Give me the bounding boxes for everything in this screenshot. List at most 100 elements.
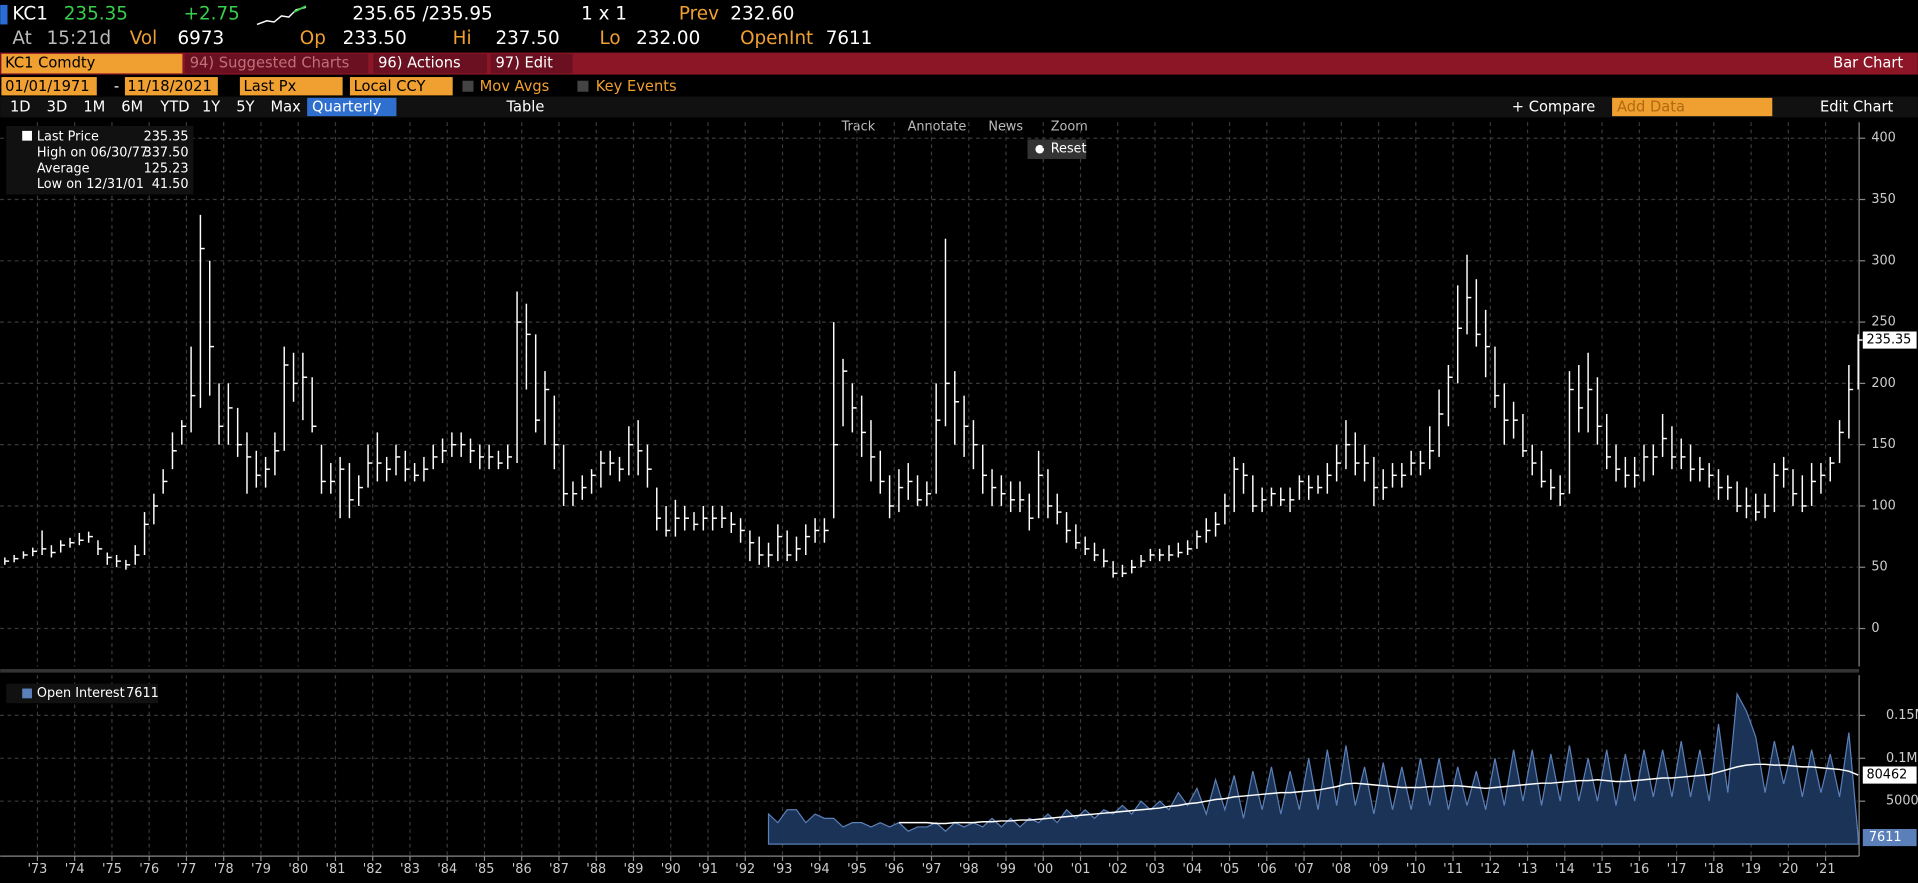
last-price-label: 235.35 (1866, 333, 1911, 348)
oi-area (767, 691, 1859, 845)
checkbox[interactable] (577, 80, 589, 92)
period-button[interactable]: 1D (10, 99, 31, 116)
oi-legend (6, 683, 158, 704)
end-box[interactable] (124, 77, 218, 96)
news[interactable]: News (988, 120, 1023, 135)
dash: - (114, 78, 119, 95)
legend-label: Low on 12/31/01 (37, 177, 144, 192)
period-button[interactable]: 3D (47, 99, 68, 116)
legend-swatch (22, 130, 32, 141)
y-tick-label: 0 (1871, 621, 1879, 636)
lo-label: Lo (599, 28, 620, 49)
period-button[interactable]: YTD (159, 99, 189, 116)
x-tick-label: '87 (549, 862, 569, 877)
x-tick-label: '05 (1220, 862, 1240, 877)
at-label: At (12, 28, 31, 49)
y-tick-label: 350 (1871, 192, 1896, 207)
oi-legend-label: Open Interest (37, 686, 125, 701)
chart-type: Bar Chart (1833, 55, 1903, 72)
x-tick-label: '15 (1592, 862, 1612, 877)
period-button[interactable]: 5Y (236, 99, 254, 116)
suggested-box[interactable] (184, 53, 369, 74)
currency[interactable]: Local CCY (354, 78, 426, 95)
bid-ask: 235.65 /235.95 (352, 4, 492, 25)
x-tick-label: '03 (1145, 862, 1165, 877)
start-date[interactable]: 01/01/1971 (5, 78, 89, 95)
end-date[interactable]: 11/18/2021 (127, 78, 211, 95)
x-tick-label: '07 (1294, 862, 1314, 877)
x-tick-label: '90 (661, 862, 681, 877)
legend-value: 235.35 (144, 129, 189, 144)
x-tick-label: '01 (1071, 862, 1091, 877)
x-tick-label: '98 (959, 862, 979, 877)
actions-box[interactable] (373, 53, 487, 74)
field[interactable]: Last Px (244, 78, 297, 95)
x-tick-label: '85 (475, 862, 495, 877)
y-tick-label: 250 (1871, 315, 1896, 330)
add-data-box[interactable] (1612, 97, 1773, 117)
x-tick-label: '92 (735, 862, 755, 877)
period-button[interactable]: 1M (83, 99, 105, 116)
op-label: Op (300, 28, 326, 49)
period-button[interactable]: 6M (121, 99, 143, 116)
edit-chart[interactable]: Edit Chart (1820, 99, 1894, 116)
period-button[interactable]: Max (270, 99, 301, 116)
table[interactable]: Table (505, 99, 544, 116)
security-box[interactable] (1, 53, 183, 74)
key-events[interactable]: Key Events (596, 78, 677, 95)
track[interactable]: Track (841, 120, 876, 135)
annotate[interactable]: Annotate (908, 120, 967, 135)
x-tick-label: '81 (326, 862, 346, 877)
x-tick-label: '84 (437, 862, 457, 877)
y-tick-label: 150 (1871, 437, 1896, 452)
sparkline-tip (293, 5, 307, 14)
compare[interactable]: + Compare (1512, 99, 1595, 116)
y-tick-label: 400 (1871, 131, 1896, 146)
op: 233.50 (343, 28, 407, 49)
size: 1 x 1 (581, 4, 627, 25)
x-tick-label: '17 (1667, 862, 1687, 877)
edit-box[interactable] (490, 53, 573, 74)
y-tick-label: 0.15M (1886, 708, 1918, 723)
edit[interactable]: 97) Edit (495, 55, 553, 72)
legend-label: Last Price (37, 129, 99, 144)
suggested[interactable]: 94) Suggested Charts (190, 55, 350, 72)
x-tick-label: '95 (847, 862, 867, 877)
start-box[interactable] (1, 77, 97, 96)
marker (0, 4, 8, 25)
x-tick-label: '16 (1629, 862, 1649, 877)
x-tick-label: '99 (996, 862, 1016, 877)
actions[interactable]: 96) Actions (378, 55, 461, 72)
add-data[interactable]: Add Data (1617, 99, 1685, 116)
x-tick-label: '75 (102, 862, 122, 877)
x-tick-label: '88 (586, 862, 606, 877)
x-tick-label: '97 (922, 862, 942, 877)
x-tick-label: '04 (1182, 862, 1202, 877)
last-price-box (1862, 331, 1917, 349)
frequency[interactable]: Quarterly (312, 99, 382, 116)
hi-label: Hi (453, 28, 472, 49)
x-tick-label: '78 (214, 862, 234, 877)
security[interactable]: KC1 Comdty (5, 55, 96, 72)
x-tick-label: '83 (400, 862, 420, 877)
x-tick-label: '94 (810, 862, 830, 877)
period-button[interactable]: 1Y (202, 99, 220, 116)
vol-label: Vol (130, 28, 157, 49)
reset[interactable]: Reset (1051, 142, 1087, 157)
checkbox[interactable] (462, 80, 474, 92)
mov-avgs[interactable]: Mov Avgs (480, 78, 550, 95)
currency-box[interactable] (349, 77, 453, 96)
zoom[interactable]: Zoom (1051, 120, 1088, 135)
x-tick-label: '09 (1369, 862, 1389, 877)
y-tick-label: 300 (1871, 253, 1896, 268)
frequency-box[interactable] (307, 97, 397, 117)
x-tick-label: '14 (1555, 862, 1575, 877)
x-tick-label: '13 (1518, 862, 1538, 877)
legend (6, 125, 194, 195)
x-tick-label: '18 (1704, 862, 1724, 877)
ticker: KC1 (12, 4, 47, 25)
reset-box[interactable] (1027, 139, 1087, 159)
field-box[interactable] (239, 77, 343, 96)
